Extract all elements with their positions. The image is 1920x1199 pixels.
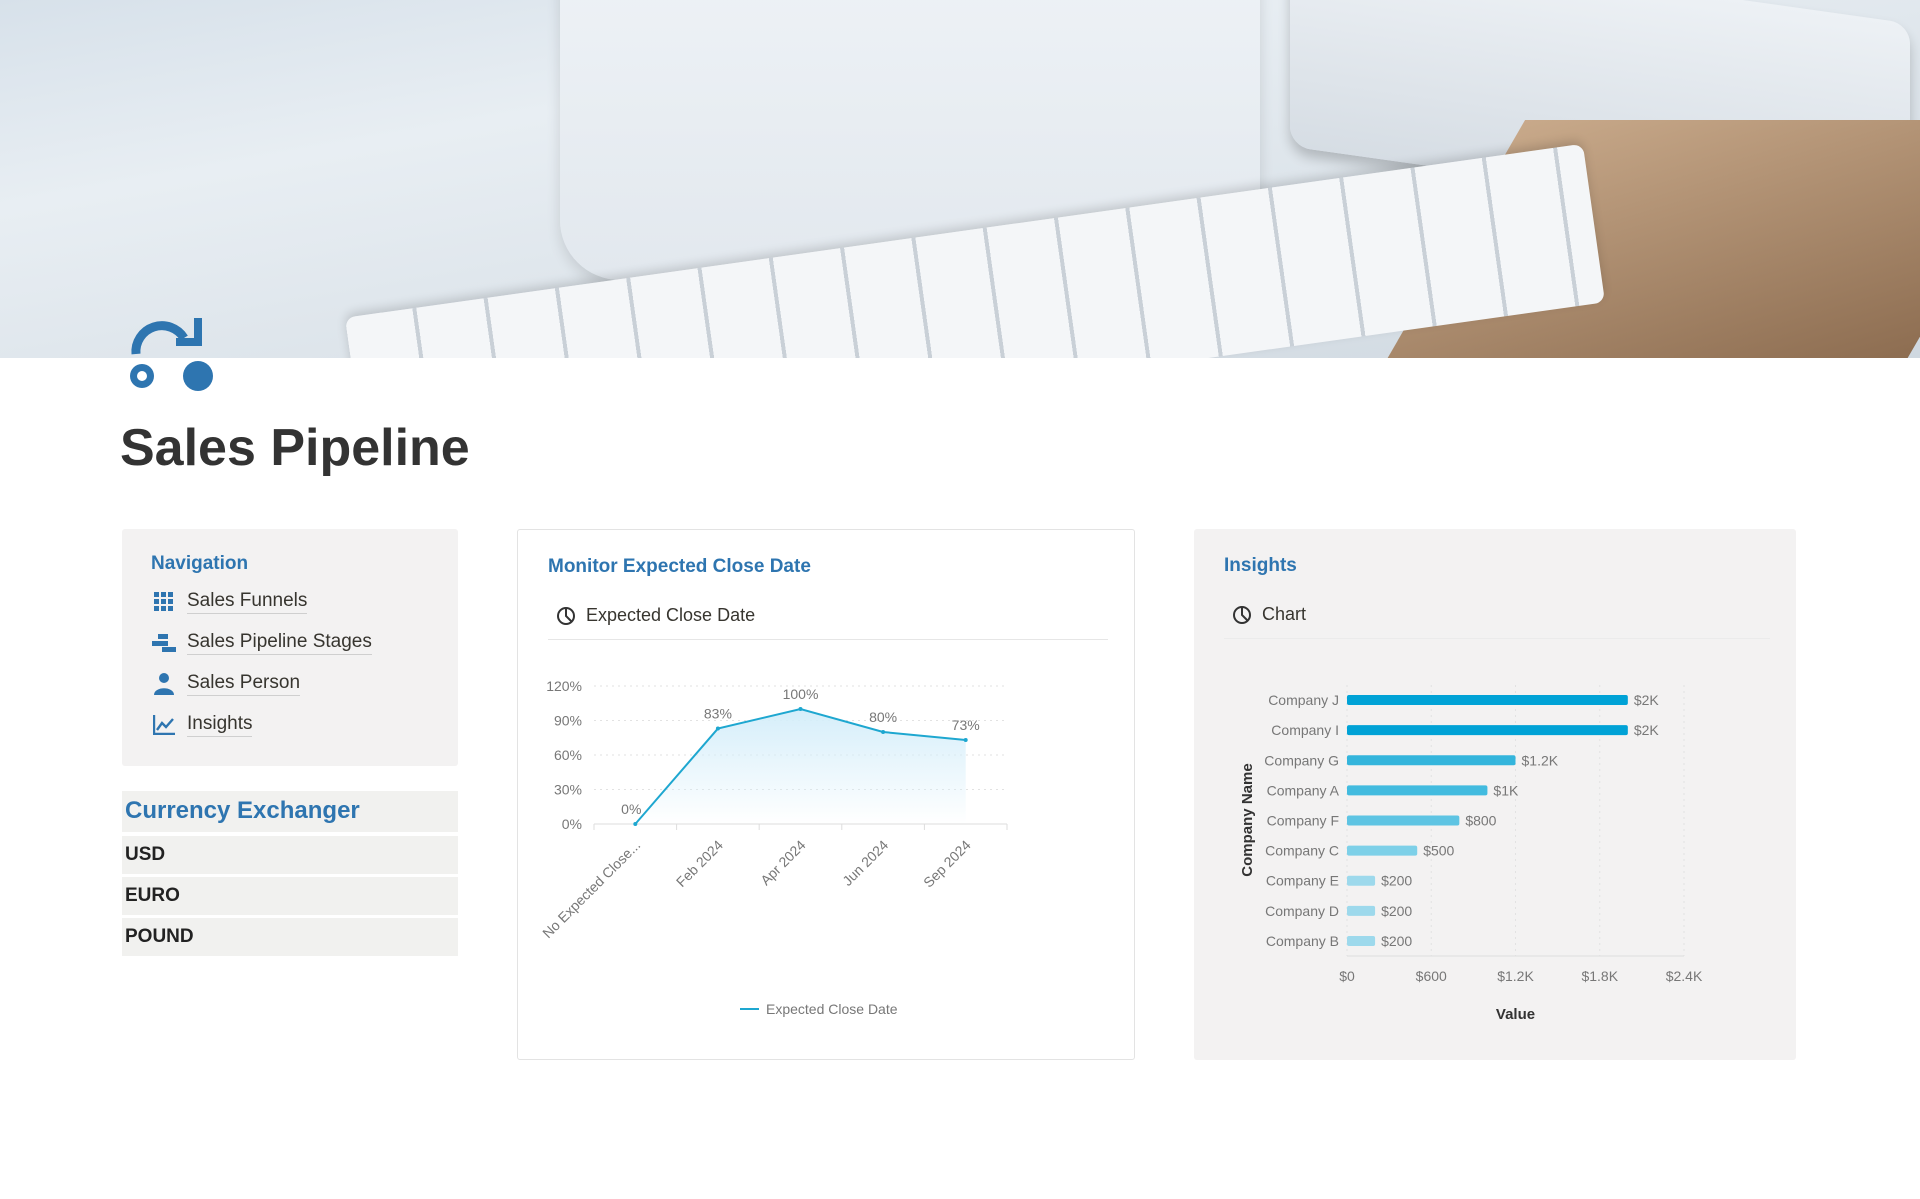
data-label: $800 <box>1465 813 1496 829</box>
legend-label: Expected Close Date <box>766 1001 898 1017</box>
currency-usd[interactable]: USD <box>122 836 458 874</box>
x-tick-label: Sep 2024 <box>920 837 974 891</box>
bar-chart: $0 $600 $1.2K $1.8K $2.4K Company J $2K Company… <box>1239 685 1703 1023</box>
bar <box>1347 755 1516 766</box>
person-icon <box>151 672 177 695</box>
data-label: $2K <box>1634 692 1660 708</box>
close-date-card: Monitor Expected Close Date Expected Clo… <box>517 529 1135 1060</box>
card-title: Insights <box>1224 555 1297 576</box>
x-tick-label: $0 <box>1339 968 1355 984</box>
insights-card: Insights Chart $0 $600 $1.2K $1.8K $2.4K Comp… <box>1194 529 1796 1060</box>
chart-view-icon <box>557 606 575 625</box>
navigation-panel: Navigation Sales Funnels Sales Pipeline … <box>122 529 458 766</box>
x-tick-label: $600 <box>1416 968 1447 984</box>
bar <box>1347 935 1376 946</box>
bar <box>1347 695 1628 706</box>
data-label: $1K <box>1493 782 1519 798</box>
data-label: $1.2K <box>1522 752 1559 768</box>
stages-icon <box>151 633 177 653</box>
bar <box>1347 815 1460 826</box>
card-title: Monitor Expected Close Date <box>548 556 811 577</box>
nav-item-sales-person[interactable]: Sales Person <box>151 663 429 704</box>
y-tick-label: Company G <box>1264 752 1339 768</box>
cover-image <box>0 0 1920 358</box>
data-point <box>633 822 638 826</box>
y-tick-label: Company A <box>1267 782 1340 798</box>
x-tick-label: Feb 2024 <box>673 837 726 890</box>
nav-label[interactable]: Sales Person <box>187 671 301 696</box>
y-tick-label: Company B <box>1266 933 1339 949</box>
view-tab-label: Chart <box>1262 604 1307 624</box>
line-chart: 0% 30% 60% 90% 120% 0% 83% 100% 80% 73% No Expecte… <box>539 678 1008 1017</box>
nav-label[interactable]: Sales Funnels <box>187 589 308 614</box>
nav-item-sales-pipeline-stages[interactable]: Sales Pipeline Stages <box>151 622 429 663</box>
currency-pound[interactable]: POUND <box>122 918 458 956</box>
nav-label[interactable]: Sales Pipeline Stages <box>187 630 372 655</box>
x-axis-label: Value <box>1496 1006 1535 1023</box>
y-tick-label: Company D <box>1265 903 1339 919</box>
data-point <box>798 707 803 711</box>
bar <box>1347 845 1418 856</box>
navigation-heading: Navigation <box>151 553 249 574</box>
grid-icon <box>151 591 177 612</box>
currency-exchanger-heading: Currency Exchanger <box>122 791 458 832</box>
currency-euro[interactable]: EURO <box>122 877 458 915</box>
data-point <box>715 726 720 731</box>
y-tick-label: 120% <box>546 678 582 694</box>
bar <box>1347 785 1488 796</box>
data-label: 83% <box>704 706 732 722</box>
y-tick-label: Company J <box>1268 692 1339 708</box>
area-fill <box>635 709 966 824</box>
view-tab-chart[interactable]: Chart <box>1224 591 1770 639</box>
bar <box>1347 905 1376 916</box>
view-tab-expected-close-date[interactable]: Expected Close Date <box>548 592 1108 640</box>
x-tick-label: Jun 2024 <box>839 837 891 889</box>
data-label: $200 <box>1381 903 1412 919</box>
data-label: $200 <box>1381 873 1412 889</box>
x-tick-label: No Expected Close... <box>539 837 643 941</box>
y-tick-label: Company E <box>1266 873 1339 889</box>
data-label: 80% <box>869 709 897 725</box>
bar <box>1347 875 1376 886</box>
x-tick-label: $1.8K <box>1581 968 1618 984</box>
y-tick-label: Company F <box>1267 813 1339 829</box>
data-point <box>963 738 968 743</box>
y-tick-label: Company I <box>1271 722 1339 738</box>
view-tab-label: Expected Close Date <box>586 605 756 625</box>
data-label: $500 <box>1423 843 1454 859</box>
nav-item-insights[interactable]: Insights <box>151 704 429 745</box>
data-label: $200 <box>1381 933 1412 949</box>
y-tick-label: Company C <box>1265 843 1339 859</box>
x-tick-label: $2.4K <box>1666 968 1703 984</box>
y-tick-label: 90% <box>554 713 582 729</box>
nav-label[interactable]: Insights <box>187 712 253 737</box>
x-tick-label: Apr 2024 <box>757 837 809 889</box>
pipeline-cart-icon <box>130 318 213 391</box>
x-tick-label: $1.2K <box>1497 968 1534 984</box>
data-point <box>881 730 886 734</box>
y-tick-label: 0% <box>562 816 582 832</box>
nav-item-sales-funnels[interactable]: Sales Funnels <box>151 581 429 622</box>
y-tick-label: 60% <box>554 747 582 763</box>
data-label: 73% <box>952 717 980 733</box>
page-title: Sales Pipeline <box>120 419 470 477</box>
y-axis-label: Company Name <box>1239 763 1256 876</box>
data-label: 0% <box>621 801 641 817</box>
data-label: $2K <box>1634 722 1660 738</box>
y-tick-label: 30% <box>554 782 582 798</box>
bar <box>1347 725 1628 736</box>
line-chart-icon <box>151 714 177 735</box>
data-label: 100% <box>783 686 819 702</box>
chart-view-icon <box>1233 605 1251 624</box>
